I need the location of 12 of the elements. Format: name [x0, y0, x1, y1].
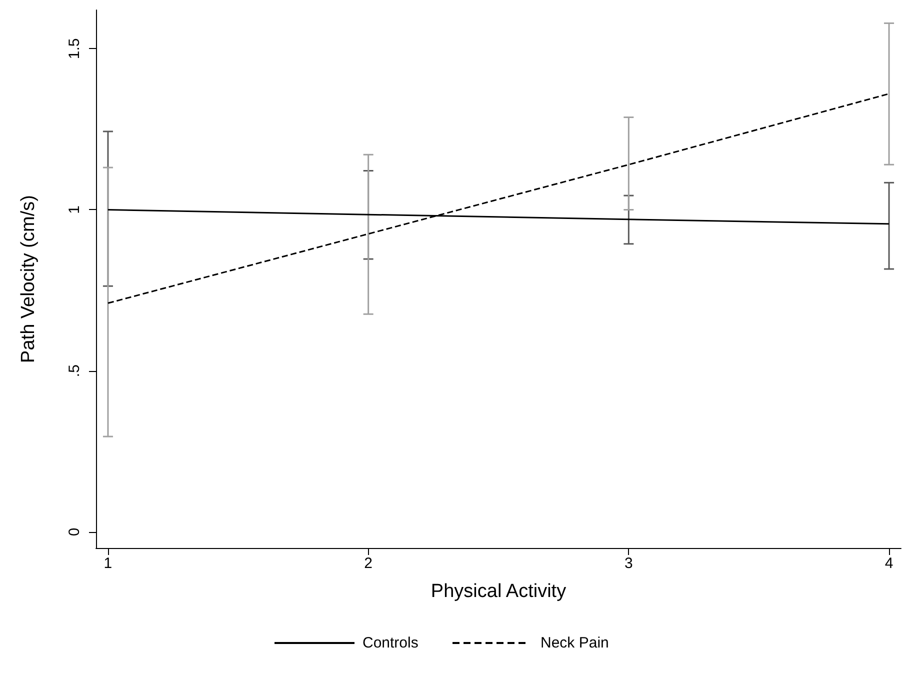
x-tick-label: 1 — [104, 555, 112, 572]
x-tick-label: 4 — [884, 555, 894, 572]
y-tick-label: .5 — [66, 364, 83, 378]
y-tick-label: 0 — [66, 528, 83, 536]
x-tick-label: 3 — [624, 555, 633, 572]
y-tick-label: 1.5 — [66, 38, 83, 60]
x-tick-label: 2 — [364, 555, 372, 572]
legend-label: Controls — [362, 634, 418, 652]
x-axis-title: Physical Activity — [430, 581, 567, 602]
y-tick-label: 1 — [66, 206, 83, 214]
y-axis-title: Path Velocity (cm/s) — [18, 195, 39, 363]
legend-label: Neck Pain — [540, 634, 609, 652]
